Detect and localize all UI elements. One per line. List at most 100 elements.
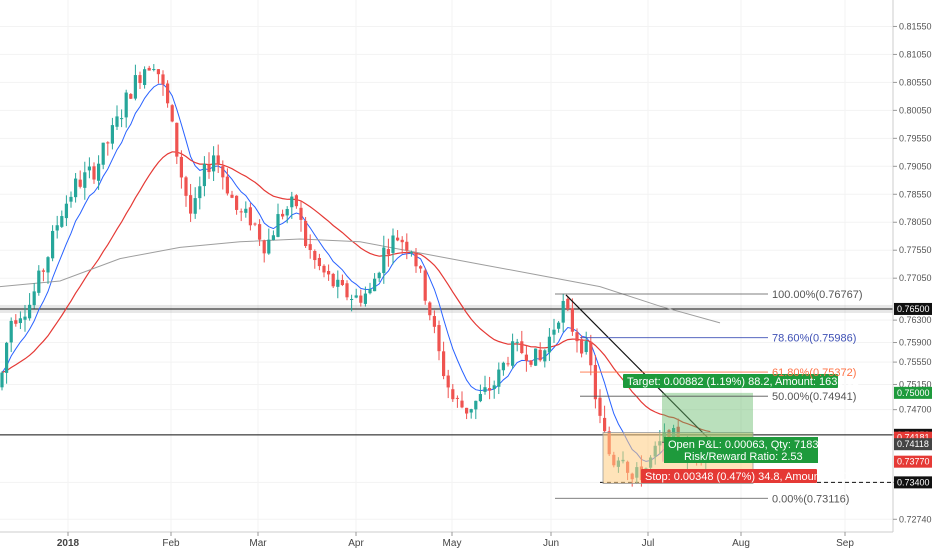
bear-candle <box>580 335 584 358</box>
bear-candle <box>216 144 220 174</box>
bear-candle <box>345 280 349 301</box>
price-badge-label: 0.74181 <box>897 433 930 443</box>
candle-body <box>593 364 597 400</box>
candle-body <box>198 186 202 199</box>
price-tick-label: 0.75900 <box>899 338 932 348</box>
candle-body <box>350 298 354 300</box>
candle-body <box>492 385 496 390</box>
bear-candle <box>248 203 252 231</box>
bear-candle <box>437 320 441 361</box>
target-zone[interactable] <box>662 392 753 443</box>
price-tick-label: 0.78050 <box>899 217 932 227</box>
time-tick-label: 2018 <box>57 538 80 549</box>
price-badge-bg <box>894 386 932 399</box>
candle-body <box>212 155 216 172</box>
bear-candle <box>400 236 404 254</box>
bull-candle <box>363 286 367 307</box>
candle-body <box>382 247 386 274</box>
candle-body <box>55 225 59 231</box>
candle-body <box>101 142 105 165</box>
bull-candle <box>492 380 496 399</box>
fib-label: 78.60%(0.75986) <box>772 333 856 345</box>
price-tick-label: 0.78550 <box>899 189 932 199</box>
bear-candle <box>14 314 18 327</box>
candle-body <box>281 213 285 217</box>
bear-candle <box>41 268 45 282</box>
price-tick-label: 0.74700 <box>899 405 932 415</box>
bear-candle <box>156 69 160 84</box>
candle-body <box>267 239 271 254</box>
candle-body <box>225 176 229 194</box>
bear-candle <box>189 183 193 222</box>
bear-candle <box>327 264 331 281</box>
candle-body <box>409 252 413 254</box>
bear-candle <box>593 355 597 409</box>
bull-candle <box>276 203 280 238</box>
bull-candle <box>584 331 588 355</box>
time-tick-label: Apr <box>348 538 364 549</box>
candle-body <box>327 270 331 275</box>
candle-body <box>373 278 377 292</box>
bull-candle <box>51 225 55 262</box>
bull-candle <box>23 305 27 332</box>
price-badge: 0.74118 <box>894 438 932 451</box>
bull-candle <box>469 408 473 419</box>
bull-candle <box>198 176 202 210</box>
position-info: Open P&L: 0.00063, Qty: 71839Risk/Reward… <box>664 437 825 463</box>
bull-candle <box>377 271 381 282</box>
candle-body <box>460 400 464 408</box>
candle-body <box>598 397 602 416</box>
candle-body <box>580 339 584 354</box>
candle-body <box>584 341 588 353</box>
bull-candle <box>69 191 73 208</box>
candle-body <box>432 316 436 327</box>
bear-candle <box>161 70 165 96</box>
candle-body <box>354 295 358 298</box>
candle-body <box>83 172 87 188</box>
candle-body <box>428 302 432 316</box>
candle-body <box>506 363 510 365</box>
candle-body <box>276 214 280 237</box>
trend-line[interactable] <box>565 294 717 447</box>
drawing-tools[interactable]: Target: 0.00882 (1.19%) 88.2, Amount: 16… <box>565 294 859 484</box>
price-tick-label: 0.81550 <box>899 21 932 31</box>
candle-body <box>64 203 68 219</box>
price-tick-label: 0.81050 <box>899 49 932 59</box>
bear-candle <box>317 253 321 271</box>
candle-body <box>529 360 533 365</box>
bull-candle <box>336 270 340 299</box>
candle-body <box>322 265 326 273</box>
bull-candle <box>55 215 59 239</box>
candle-body <box>451 389 455 400</box>
candle-body <box>258 224 262 240</box>
price-tick-label: 0.72740 <box>899 514 932 524</box>
candle-body <box>120 118 124 120</box>
bear-candle <box>589 334 593 376</box>
bear-candle <box>603 405 607 433</box>
bear-candle <box>386 238 390 267</box>
candle-body <box>359 295 363 303</box>
fibonacci-retracement[interactable]: 100.00%(0.76767) 78.60%(0.75986) 61.80%(0.… <box>555 289 863 505</box>
candle-body <box>46 257 50 273</box>
price-badge-label: 0.73770 <box>897 457 930 467</box>
candle-body <box>285 208 289 216</box>
bear-candle <box>405 233 409 260</box>
candle-body <box>106 142 110 144</box>
bear-candle <box>359 289 363 307</box>
price-tick-label: 0.77550 <box>899 245 932 255</box>
target-label-bg <box>623 374 838 388</box>
bull-candle <box>115 105 119 131</box>
bear-candle <box>170 104 174 123</box>
bull-candle <box>552 318 556 343</box>
candle-body <box>552 329 556 335</box>
time-axis[interactable]: 2018 Feb Mar Apr May Jun Jul Aug Sep <box>0 531 893 549</box>
candle-body <box>313 251 317 261</box>
candle-body <box>216 155 220 165</box>
bear-candle <box>598 389 602 424</box>
bear-candle <box>446 369 450 399</box>
bull-candle <box>409 250 413 257</box>
bear-candle <box>423 268 427 305</box>
price-badge: 0.73400 <box>894 476 932 489</box>
candle-body <box>501 362 505 371</box>
